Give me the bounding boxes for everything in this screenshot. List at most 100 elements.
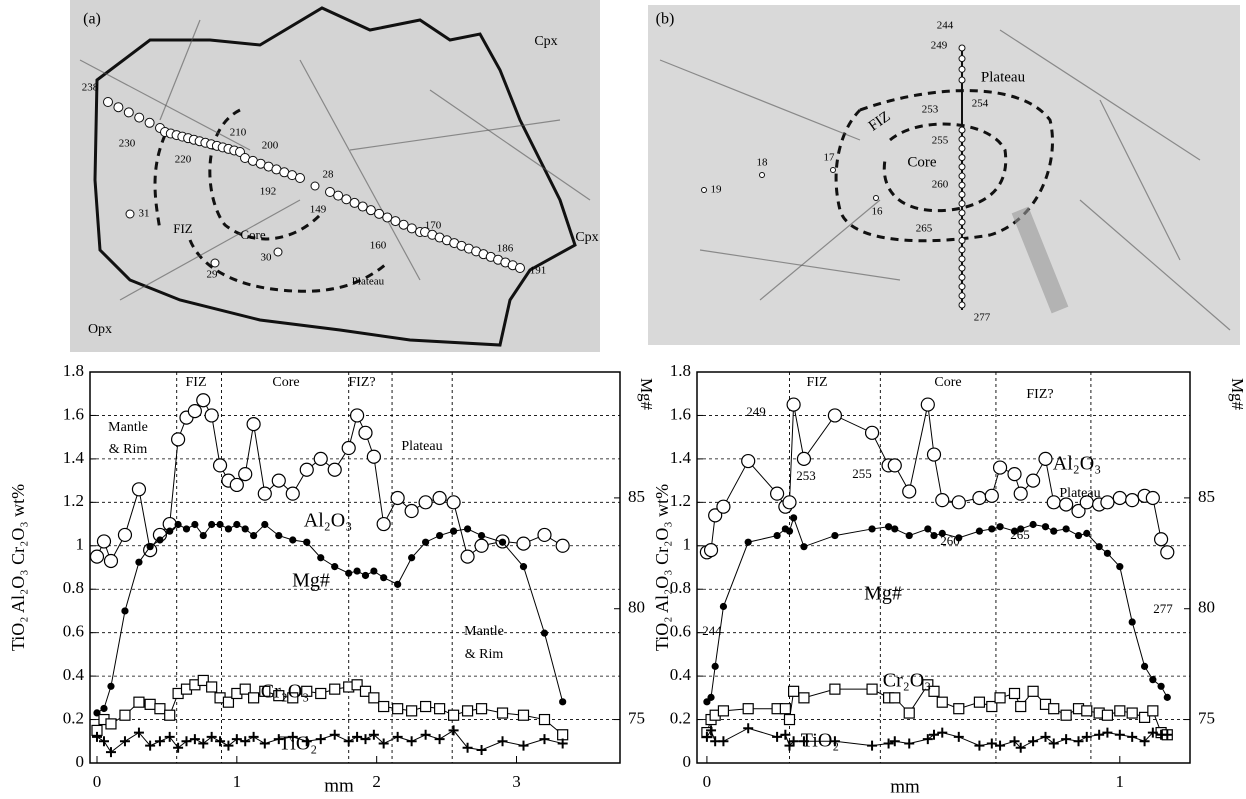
spot (406, 223, 417, 234)
image-label: 265 (916, 223, 933, 235)
marker (329, 683, 341, 695)
marker (199, 531, 207, 540)
marker (317, 554, 325, 562)
marker (1073, 736, 1084, 747)
spot (958, 292, 966, 300)
y-tick-label: 0 (683, 752, 692, 771)
y-tick-label: 0.6 (670, 622, 691, 641)
x-tick-label: 0 (703, 772, 712, 791)
image-label: 28 (323, 169, 335, 181)
marker (995, 740, 1006, 751)
x-tick-label: 0 (93, 772, 102, 791)
marker (261, 520, 269, 529)
x-axis-label: mm (890, 776, 920, 797)
marker (299, 462, 314, 477)
micrograph-a (70, 0, 600, 352)
y-tick-label: 1.6 (670, 404, 691, 423)
marker (929, 729, 940, 740)
spot (958, 218, 966, 226)
marker (135, 558, 143, 566)
marker (1009, 736, 1020, 747)
image-label: 17 (824, 152, 836, 164)
y2-axis-label: Mg# (637, 378, 656, 411)
marker (1102, 727, 1113, 738)
marker (366, 449, 381, 464)
spot (134, 112, 145, 123)
marker (146, 543, 154, 551)
annotation: Plateau (401, 439, 442, 454)
image-label: 249 (931, 40, 948, 52)
marker (378, 700, 390, 713)
marker (1074, 531, 1083, 540)
marker (1147, 727, 1158, 738)
marker (1027, 685, 1039, 697)
y2-tick-label: 80 (628, 598, 645, 617)
spot (958, 126, 966, 134)
marker (831, 531, 839, 540)
marker (994, 692, 1006, 704)
crack (999, 29, 1201, 161)
marker (119, 709, 131, 721)
image-label: 230 (119, 138, 136, 150)
marker (448, 725, 459, 736)
spot (349, 197, 360, 208)
marker (313, 451, 328, 466)
grain-outline (93, 6, 577, 347)
marker (716, 499, 731, 514)
spot (958, 283, 966, 291)
marker (1048, 738, 1059, 749)
marker (212, 458, 228, 473)
spot (958, 190, 966, 198)
series-label: TiO₂ (279, 733, 318, 755)
marker (420, 700, 432, 713)
y-tick-label: 1.8 (63, 361, 84, 380)
image-label: 244 (937, 20, 954, 32)
marker (519, 563, 528, 571)
crack (299, 59, 421, 281)
marker (206, 731, 217, 742)
marker (432, 490, 447, 506)
y-tick-label: 0.2 (63, 708, 84, 727)
marker (121, 607, 129, 615)
marker (154, 703, 166, 715)
marker (446, 495, 461, 510)
marker (204, 408, 219, 423)
marker (1029, 520, 1037, 529)
marker (1138, 711, 1151, 723)
image-label: 254 (972, 98, 989, 110)
spot (958, 76, 966, 84)
marker (1028, 736, 1039, 747)
spot (958, 273, 966, 281)
marker (827, 408, 843, 423)
marker (557, 729, 569, 741)
marker (239, 683, 251, 695)
marker (238, 466, 253, 482)
plot-frame (89, 371, 621, 764)
marker (315, 687, 327, 700)
marker (975, 527, 984, 535)
spot (310, 181, 320, 191)
spot (701, 187, 707, 193)
marker (164, 709, 176, 721)
marker (287, 692, 299, 704)
marker (922, 679, 934, 691)
marker (555, 538, 570, 553)
spot (958, 163, 966, 171)
marker (796, 451, 812, 466)
marker (187, 404, 202, 419)
marker (105, 718, 117, 730)
marker (287, 731, 298, 742)
marker (922, 734, 933, 745)
marker (343, 736, 354, 747)
marker (1017, 525, 1025, 533)
marker (131, 482, 147, 497)
marker (463, 525, 472, 533)
crack (759, 199, 881, 301)
marker (404, 503, 419, 519)
marker (1116, 563, 1124, 571)
marker (208, 520, 216, 529)
marker (557, 738, 568, 749)
marker (992, 460, 1008, 475)
marker (926, 447, 942, 462)
marker (785, 527, 794, 535)
